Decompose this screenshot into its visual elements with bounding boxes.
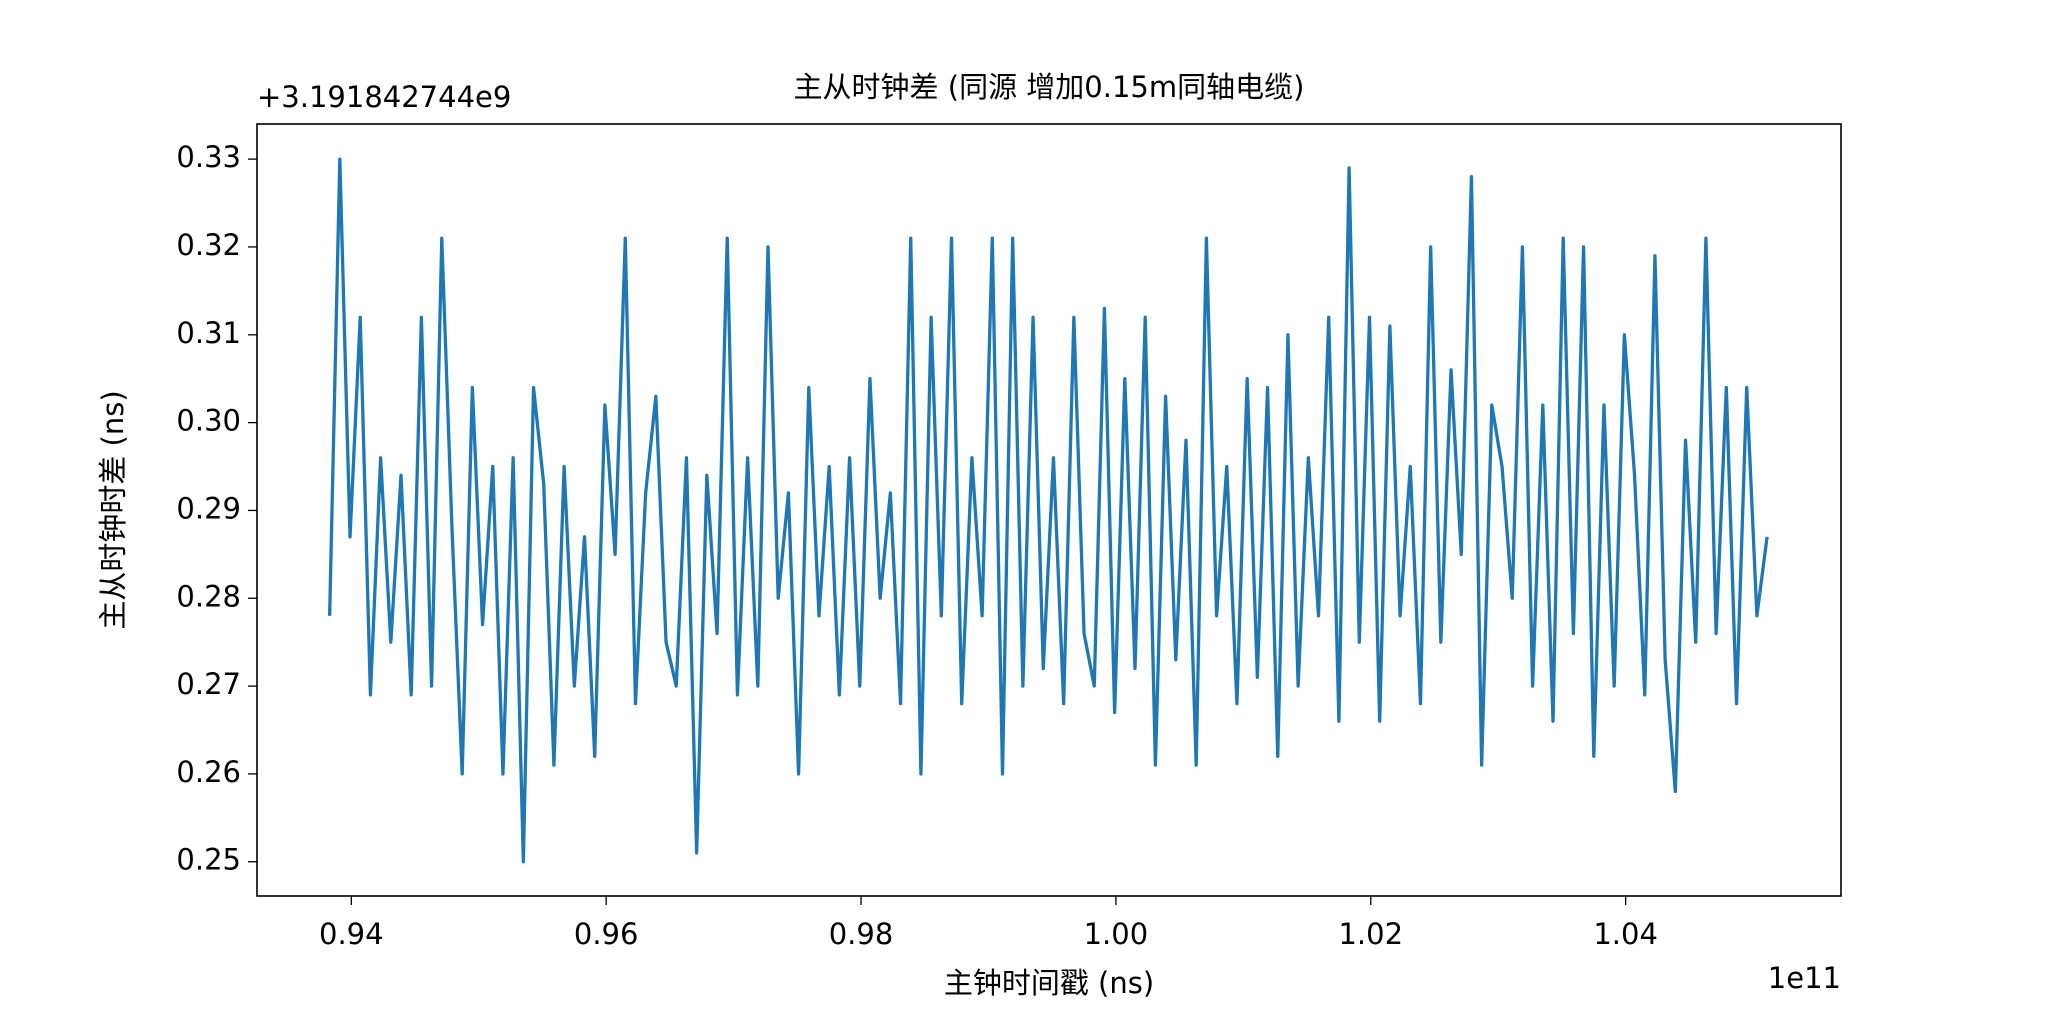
- y-tick-label: 0.29: [176, 491, 241, 525]
- y-tick-label: 0.33: [176, 140, 241, 174]
- plot-frame: [256, 123, 1842, 897]
- x-axis-label: 主钟时间戳 (ns): [944, 966, 1154, 1000]
- y-tick-label: 0.31: [176, 316, 241, 350]
- y-tick-label: 0.30: [176, 404, 241, 438]
- y-tick-label: 0.27: [176, 667, 241, 701]
- y-axis-label: 主从时钟时差 (ns): [96, 390, 130, 629]
- chart-title: 主从时钟差 (同源 增加0.15m同轴电缆): [794, 70, 1305, 104]
- y-tick-label: 0.26: [176, 755, 241, 789]
- x-tick-label: 0.98: [829, 917, 894, 951]
- y-offset-text: +3.191842744e9: [257, 80, 511, 114]
- data-line: [327, 157, 1769, 864]
- x-tick-label: 0.94: [319, 917, 384, 951]
- x-tick-label: 1.02: [1338, 917, 1403, 951]
- x-tick-label: 1.04: [1593, 917, 1658, 951]
- x-tick-label: 1.00: [1084, 917, 1149, 951]
- y-tick-label: 0.28: [176, 579, 241, 613]
- x-offset-text: 1e11: [1768, 961, 1841, 995]
- y-tick-label: 0.25: [176, 843, 241, 877]
- y-tick-label: 0.32: [176, 228, 241, 262]
- x-tick-label: 0.96: [574, 917, 639, 951]
